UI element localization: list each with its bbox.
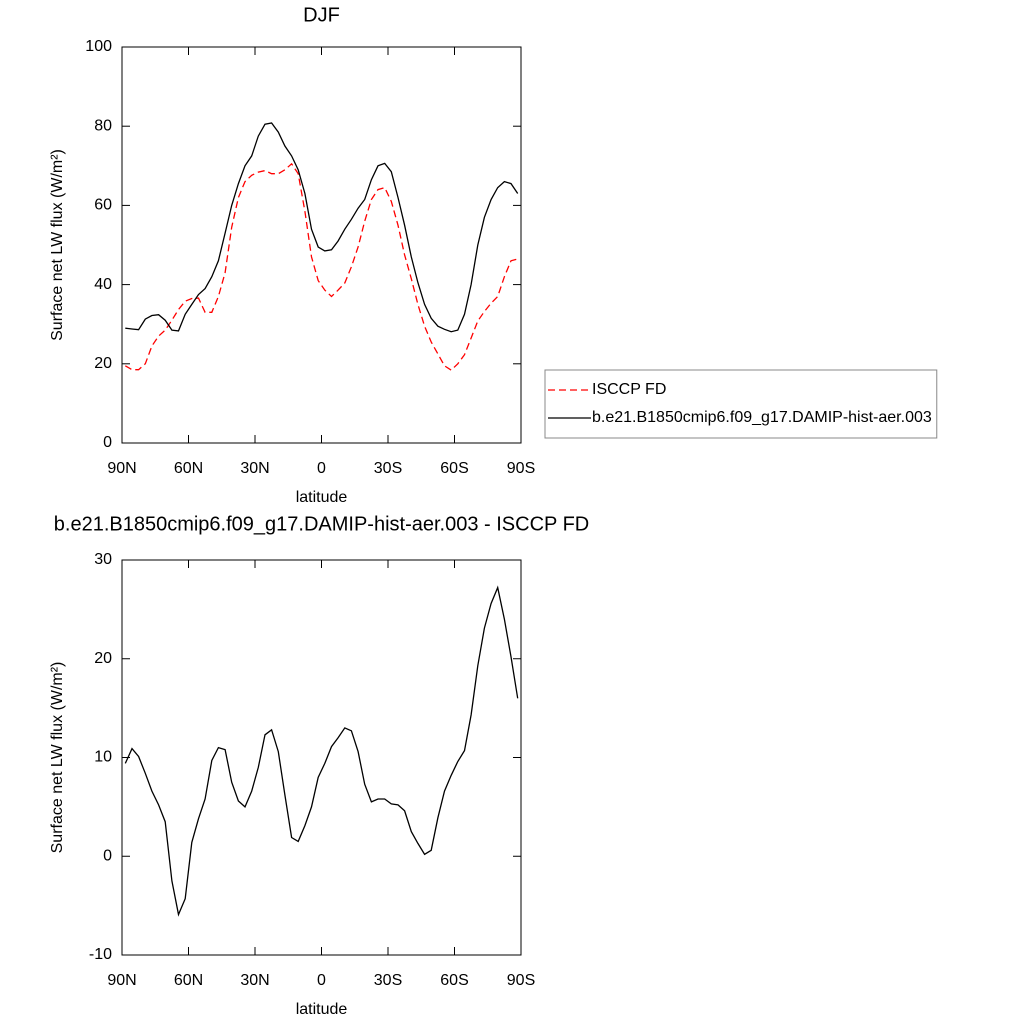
plot-frame <box>121 559 522 956</box>
y-tick-label: -10 <box>89 946 112 963</box>
x-axis-label: latitude <box>296 1001 348 1018</box>
x-tick-label: 90N <box>107 972 136 989</box>
x-tick-label: 60N <box>174 460 203 477</box>
x-tick-label: 30N <box>240 972 269 989</box>
y-axis-label: Surface net LW flux (W/m²) <box>49 662 66 854</box>
legend-label: ISCCP FD <box>592 381 666 398</box>
data-line <box>125 122 519 333</box>
x-tick-label: 30S <box>374 460 402 477</box>
x-tick-label: 60S <box>440 972 468 989</box>
y-tick-label: 40 <box>94 276 112 293</box>
y-tick-label: 80 <box>94 117 112 134</box>
x-tick-label: 30N <box>240 460 269 477</box>
x-tick-label: 0 <box>317 460 326 477</box>
x-axis-label: latitude <box>296 489 348 506</box>
chart-title: DJF <box>303 4 340 26</box>
legend-label: b.e21.B1850cmip6.f09_g17.DAMIP-hist-aer.… <box>592 409 932 426</box>
data-line <box>124 162 518 371</box>
legend-frame <box>544 369 938 439</box>
x-tick-label: 30S <box>374 972 402 989</box>
y-tick-label: 20 <box>94 650 112 667</box>
x-tick-label: 90S <box>507 460 535 477</box>
plot-frame <box>121 46 522 444</box>
y-tick-label: 20 <box>94 355 112 372</box>
x-tick-label: 90S <box>507 972 535 989</box>
y-axis-label: Surface net LW flux (W/m²) <box>49 149 66 341</box>
y-tick-label: 10 <box>94 749 112 766</box>
y-tick-label: 0 <box>103 434 112 451</box>
y-tick-label: 30 <box>94 551 112 568</box>
chart-title: b.e21.B1850cmip6.f09_g17.DAMIP-hist-aer.… <box>54 513 589 535</box>
legend: ISCCP FD b.e21.B1850cmip6.f09_g17.DAMIP-h… <box>544 369 938 439</box>
x-tick-label: 60N <box>174 972 203 989</box>
x-tick-label: 60S <box>440 460 468 477</box>
y-tick-label: 60 <box>94 197 112 214</box>
y-tick-label: 100 <box>85 38 112 55</box>
data-line <box>124 585 519 917</box>
x-tick-label: 0 <box>317 972 326 989</box>
x-tick-label: 90N <box>107 460 136 477</box>
y-tick-label: 0 <box>103 847 112 864</box>
